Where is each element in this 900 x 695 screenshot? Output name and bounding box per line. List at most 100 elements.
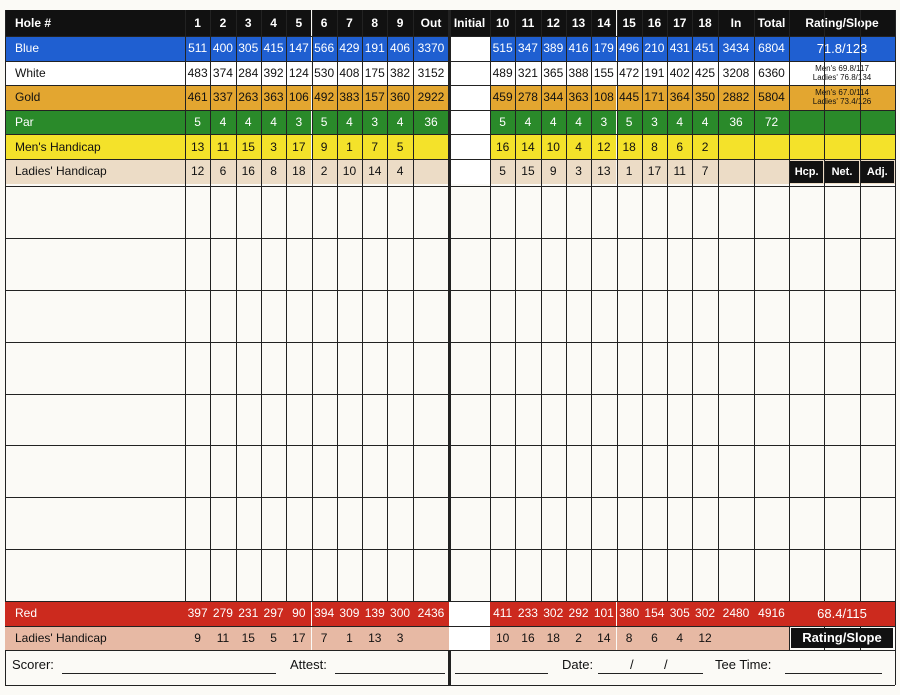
hole-value: 511 xyxy=(185,36,211,61)
in-value: 2480 xyxy=(718,601,754,626)
hole-value: 10 xyxy=(540,134,566,159)
hole-value: 445 xyxy=(616,85,642,110)
total-value: 6360 xyxy=(754,60,789,86)
row-label: Blue xyxy=(5,36,185,61)
date-field[interactable] xyxy=(598,673,703,674)
hole-number: 16 xyxy=(641,10,668,36)
rating-slope: 68.4/115 xyxy=(789,601,895,626)
column-line xyxy=(412,10,414,650)
column-line xyxy=(754,10,755,650)
hole-value: 90 xyxy=(286,601,312,626)
hole-value: 18 xyxy=(286,159,312,184)
hole-value: 515 xyxy=(490,36,516,61)
column-line xyxy=(286,10,288,650)
hole-value: 305 xyxy=(667,601,693,626)
in-value: 3434 xyxy=(718,36,754,61)
hole-value: 360 xyxy=(387,85,413,110)
hole-number: 13 xyxy=(565,10,592,36)
tee-time-label: Tee Time: xyxy=(715,657,772,672)
hole-value: 4 xyxy=(667,109,693,135)
hole-value: 392 xyxy=(260,60,287,86)
hole-value: 157 xyxy=(362,85,388,110)
hole-value: 16 xyxy=(235,159,261,184)
rating-slope-line: Men's 67.0/114 xyxy=(815,88,869,98)
hole-value: 12 xyxy=(185,159,211,184)
hole-number: 1 xyxy=(185,10,211,36)
hole-value: 350 xyxy=(692,85,718,110)
attest-field-continued[interactable] xyxy=(455,673,548,674)
hole-value: 3 xyxy=(591,109,617,135)
hole-value: 278 xyxy=(515,85,541,110)
hole-number: 8 xyxy=(362,10,388,36)
column-line xyxy=(311,10,313,650)
total-value xyxy=(754,625,789,651)
hole-value: 337 xyxy=(210,85,236,110)
hole-value: 124 xyxy=(286,60,312,86)
hole-value: 17 xyxy=(286,134,312,159)
column-line xyxy=(667,10,669,650)
hole-value: 364 xyxy=(667,85,693,110)
hole-value: 16 xyxy=(515,625,541,651)
hole-value: 10 xyxy=(336,159,363,184)
hole-number: 2 xyxy=(210,10,236,36)
hole-value: 6 xyxy=(641,625,668,651)
hole-number: 3 xyxy=(235,10,261,36)
row-label: Red xyxy=(5,601,185,626)
hole-value: 1 xyxy=(336,134,363,159)
hcp-net-adj-header: Hcp. xyxy=(790,161,824,183)
hole-number: 14 xyxy=(591,10,617,36)
hole-value: 14 xyxy=(591,625,617,651)
total-value: 4916 xyxy=(754,601,789,626)
in-value xyxy=(718,159,754,184)
column-line xyxy=(336,10,338,650)
hole-value: 429 xyxy=(336,36,363,61)
scorer-field[interactable] xyxy=(62,673,276,674)
hole-value: 302 xyxy=(540,601,566,626)
in-value xyxy=(718,134,754,159)
hole-value: 179 xyxy=(591,36,617,61)
hole-value: 6 xyxy=(210,159,236,184)
column-line xyxy=(565,10,567,650)
hole-value: 383 xyxy=(336,85,363,110)
hole-value: 16 xyxy=(490,134,516,159)
hole-value: 18 xyxy=(540,625,566,651)
row-label: Ladies' Handicap xyxy=(5,625,185,651)
hole-value: 4 xyxy=(260,109,287,135)
hole-value: 3 xyxy=(286,109,312,135)
hole-value: 8 xyxy=(616,625,642,651)
column-line xyxy=(260,10,262,650)
hole-value: 416 xyxy=(565,36,592,61)
hole-value: 210 xyxy=(641,36,668,61)
hole-value: 11 xyxy=(210,625,236,651)
initial-cell xyxy=(449,36,490,61)
column-line xyxy=(692,10,694,650)
hole-value: 9 xyxy=(311,134,337,159)
hole-value: 12 xyxy=(692,625,718,651)
hole-value: 530 xyxy=(311,60,337,86)
hole-value: 406 xyxy=(387,36,413,61)
hole-value: 5 xyxy=(490,109,516,135)
footer-top-line xyxy=(5,650,895,651)
hole-value: 3 xyxy=(641,109,668,135)
hole-value: 382 xyxy=(387,60,413,86)
out-value: 3370 xyxy=(413,36,449,61)
total-value xyxy=(754,134,789,159)
hole-value: 4 xyxy=(540,109,566,135)
attest-field[interactable] xyxy=(335,673,445,674)
out-value xyxy=(413,159,449,184)
hole-value: 292 xyxy=(565,601,592,626)
in-value: 2882 xyxy=(718,85,754,110)
rating-slope: Men's 67.0/114 Ladies' 73.4/126 xyxy=(789,85,895,110)
center-fold xyxy=(448,10,451,685)
row-divider xyxy=(5,625,895,627)
hole-value: 2 xyxy=(565,625,592,651)
hole-value: 3 xyxy=(565,159,592,184)
hole-value: 2 xyxy=(311,159,337,184)
hole-value: 4 xyxy=(667,625,693,651)
hole-value: 108 xyxy=(591,85,617,110)
hole-value: 4 xyxy=(515,109,541,135)
hole-value: 15 xyxy=(235,134,261,159)
hole-value: 4 xyxy=(565,109,592,135)
tee-time-field[interactable] xyxy=(785,673,882,674)
in-value: 36 xyxy=(718,109,754,135)
